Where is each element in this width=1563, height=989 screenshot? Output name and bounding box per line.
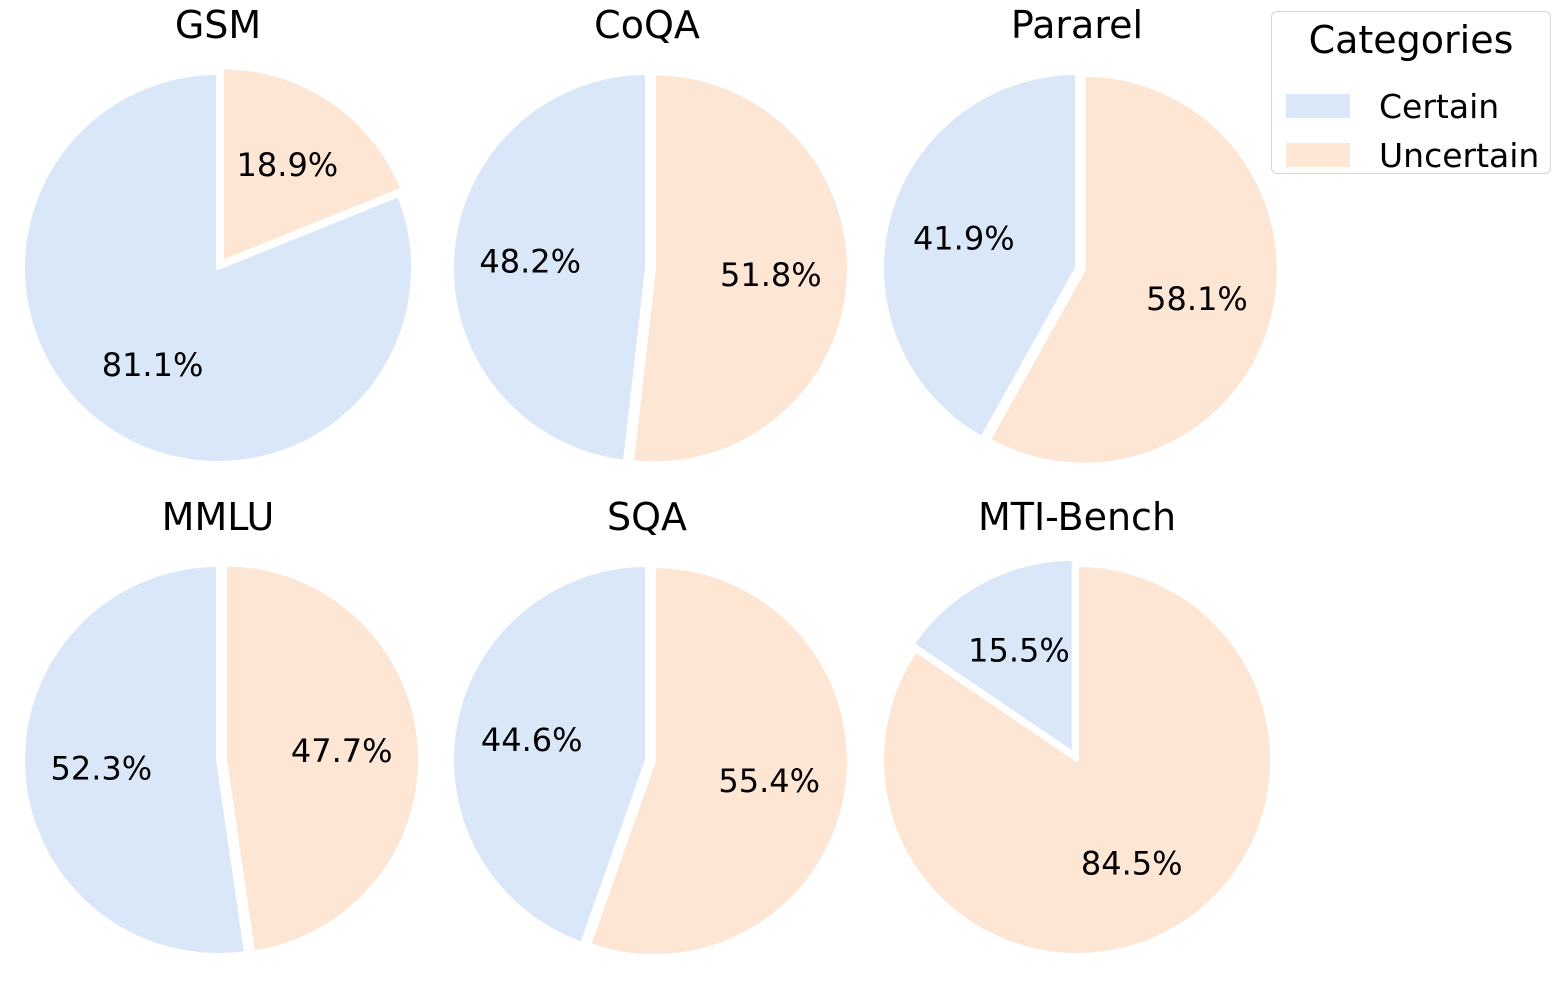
- pie-gsm: GSM 81.1% 18.9%: [21, 3, 415, 465]
- pie-slice-pararel-certain: [880, 71, 1079, 441]
- pie-sqa: SQA 44.6% 55.4%: [450, 495, 851, 959]
- pie-slice-sqa-certain: [450, 563, 649, 946]
- pie-title-pararel: Pararel: [1011, 3, 1143, 47]
- pie-label-pararel-certain: 41.9%: [913, 220, 1015, 258]
- legend-item-certain: Certain: [1286, 86, 1499, 126]
- legend: Categories Certain Uncertain: [1271, 11, 1551, 175]
- pie-slice-coqa-certain: [450, 71, 649, 464]
- pie-pararel: Pararel 41.9% 58.1%: [880, 3, 1281, 467]
- pie-slice-sqa-uncertain: [587, 564, 851, 959]
- pie-slice-gsm-uncertain: [219, 65, 405, 265]
- pie-slice-pararel-uncertain: [986, 72, 1281, 467]
- pie-title-sqa: SQA: [607, 495, 687, 539]
- pie-coqa: CoQA 48.2% 51.8%: [450, 3, 851, 466]
- pie-slice-mti-bench-uncertain: [880, 563, 1274, 957]
- pie-label-sqa-certain: 44.6%: [481, 721, 583, 759]
- pie-slice-coqa-uncertain: [629, 71, 851, 466]
- pie-slice-mmlu-uncertain: [222, 562, 422, 955]
- pie-slice-gsm-certain: [21, 71, 415, 465]
- legend-title: Categories: [1308, 18, 1514, 62]
- pie-slice-mmlu-certain: [21, 563, 249, 957]
- pie-title-mmlu: MMLU: [162, 495, 275, 539]
- pie-label-coqa-certain: 48.2%: [479, 242, 581, 280]
- pie-label-gsm-certain: 81.1%: [102, 346, 204, 384]
- pie-label-gsm-uncertain: 18.9%: [237, 146, 339, 184]
- pie-title-gsm: GSM: [175, 3, 261, 47]
- legend-label-certain: Certain: [1379, 86, 1500, 126]
- legend-label-uncertain: Uncertain: [1379, 135, 1540, 175]
- pie-label-mti-bench-uncertain: 84.5%: [1081, 844, 1183, 882]
- pie-mti-bench: MTI-Bench 15.5% 84.5%: [880, 495, 1274, 957]
- legend-item-uncertain: Uncertain: [1286, 135, 1539, 175]
- pie-label-pararel-uncertain: 58.1%: [1146, 280, 1248, 318]
- legend-swatch-certain: [1286, 94, 1350, 118]
- pie-label-sqa-uncertain: 55.4%: [718, 762, 820, 800]
- pie-label-mti-bench-certain: 15.5%: [968, 631, 1070, 669]
- pie-slice-mti-bench-certain: [910, 556, 1076, 756]
- pie-title-mti-bench: MTI-Bench: [978, 495, 1176, 539]
- pie-mmlu: MMLU 52.3% 47.7%: [21, 495, 422, 957]
- pie-title-coqa: CoQA: [594, 3, 700, 47]
- pie-label-coqa-uncertain: 51.8%: [720, 256, 822, 294]
- legend-swatch-uncertain: [1286, 143, 1350, 167]
- pie-label-mmlu-uncertain: 47.7%: [291, 732, 393, 770]
- pie-label-mmlu-certain: 52.3%: [50, 749, 152, 787]
